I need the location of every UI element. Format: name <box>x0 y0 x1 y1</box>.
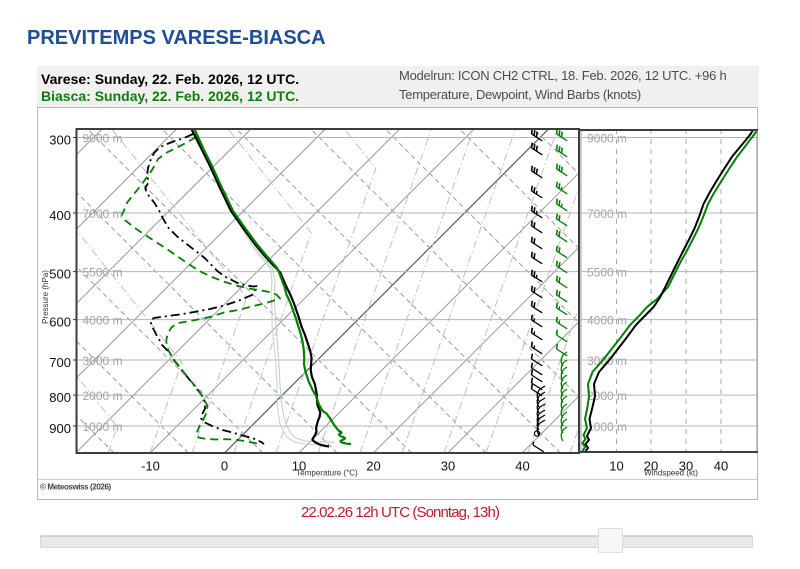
svg-text:© Meteoswiss (2026): © Meteoswiss (2026) <box>40 483 112 492</box>
svg-text:9000 m: 9000 m <box>587 132 627 146</box>
svg-text:2000 m: 2000 m <box>587 389 627 403</box>
svg-text:10: 10 <box>609 459 623 474</box>
svg-text:3000 m: 3000 m <box>587 354 627 368</box>
svg-text:1000 m: 1000 m <box>83 420 123 434</box>
svg-text:-10: -10 <box>141 459 160 474</box>
svg-text:4000 m: 4000 m <box>587 314 627 328</box>
svg-text:30: 30 <box>679 459 693 474</box>
svg-text:1000 m: 1000 m <box>587 420 627 434</box>
svg-text:800: 800 <box>49 390 71 405</box>
svg-text:20: 20 <box>366 459 380 474</box>
svg-text:4000 m: 4000 m <box>83 314 123 328</box>
svg-text:7000 m: 7000 m <box>83 207 123 221</box>
svg-text:900: 900 <box>49 421 71 436</box>
svg-text:300: 300 <box>49 133 71 148</box>
svg-text:600: 600 <box>49 315 71 330</box>
svg-text:700: 700 <box>49 355 71 370</box>
svg-text:10: 10 <box>292 459 306 474</box>
svg-text:Temperature (°C): Temperature (°C) <box>296 469 358 478</box>
svg-text:2000 m: 2000 m <box>83 389 123 403</box>
svg-text:Pressure (hPa): Pressure (hPa) <box>41 270 50 324</box>
svg-text:5500 m: 5500 m <box>587 266 627 280</box>
svg-text:400: 400 <box>49 208 71 223</box>
svg-text:3000 m: 3000 m <box>83 354 123 368</box>
svg-text:9000 m: 9000 m <box>83 132 123 146</box>
svg-text:7000 m: 7000 m <box>587 207 627 221</box>
svg-text:5500 m: 5500 m <box>83 266 123 280</box>
svg-text:40: 40 <box>714 459 728 474</box>
svg-text:40: 40 <box>515 459 529 474</box>
svg-text:0: 0 <box>221 459 228 474</box>
svg-text:20: 20 <box>644 459 658 474</box>
svg-text:30: 30 <box>441 459 455 474</box>
svg-text:Windspeed (kt): Windspeed (kt) <box>644 469 698 478</box>
svg-text:500: 500 <box>49 267 71 282</box>
